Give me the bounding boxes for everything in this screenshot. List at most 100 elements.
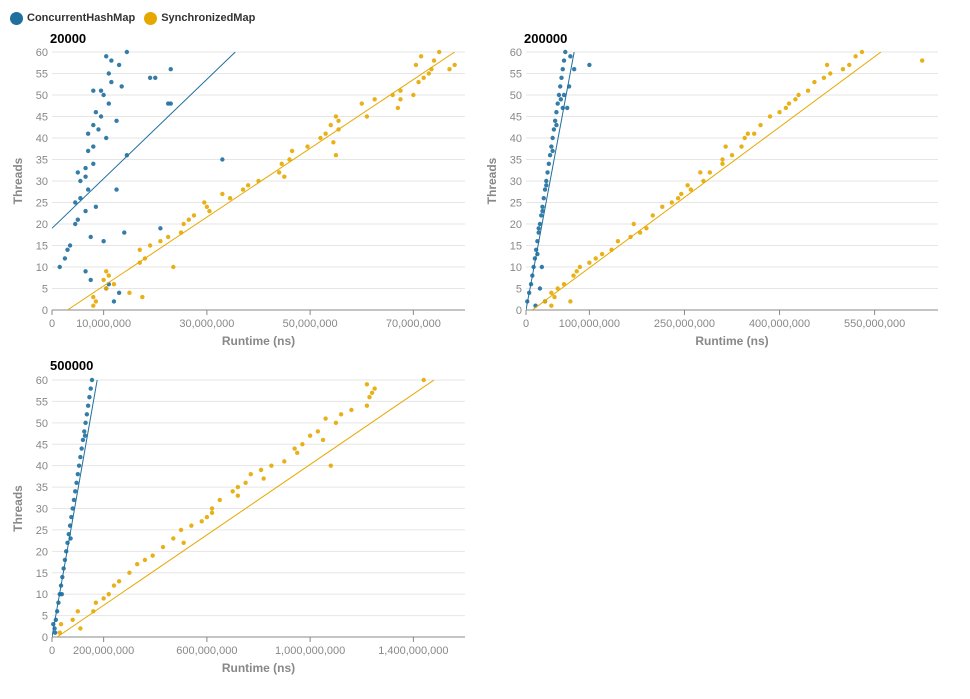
point-synchronizedmap bbox=[421, 75, 426, 81]
y-tick-label: 15 bbox=[510, 241, 522, 253]
point-synchronizedmap bbox=[328, 463, 333, 468]
point-synchronizedmap bbox=[147, 243, 153, 248]
point-synchronizedmap bbox=[395, 105, 401, 111]
point-synchronizedmap bbox=[106, 591, 111, 597]
point-synchronizedmap bbox=[91, 294, 96, 300]
point-synchronizedmap bbox=[91, 303, 96, 308]
legend-label-synchronizedmap: SynchronizedMap bbox=[161, 12, 256, 24]
point-synchronizedmap bbox=[331, 140, 336, 145]
point-synchronizedmap bbox=[165, 234, 171, 240]
point-concurrenthashmap bbox=[535, 251, 540, 257]
point-concurrenthashmap bbox=[541, 196, 546, 201]
point-synchronizedmap bbox=[723, 144, 728, 149]
point-synchronizedmap bbox=[720, 157, 725, 162]
point-concurrenthashmap bbox=[73, 200, 78, 205]
point-synchronizedmap bbox=[137, 247, 142, 252]
y-tick-label: 25 bbox=[36, 198, 48, 210]
point-synchronizedmap bbox=[786, 101, 792, 106]
point-synchronizedmap bbox=[333, 114, 339, 119]
point-synchronizedmap bbox=[796, 92, 801, 98]
point-synchronizedmap bbox=[824, 62, 830, 68]
y-axis-title: Threads bbox=[11, 485, 25, 532]
point-synchronizedmap bbox=[181, 221, 186, 227]
y-tick-label: 55 bbox=[510, 69, 522, 81]
point-concurrenthashmap bbox=[554, 110, 559, 115]
point-concurrenthashmap bbox=[88, 277, 93, 283]
x-tick-label: 400,000,000 bbox=[749, 318, 810, 330]
x-axis-title: Runtime (ns) bbox=[222, 334, 295, 348]
trend-line-synchronizedmap bbox=[532, 52, 882, 310]
point-synchronizedmap bbox=[217, 497, 222, 503]
point-concurrenthashmap bbox=[98, 88, 104, 93]
point-concurrenthashmap bbox=[531, 264, 536, 270]
y-tick-label: 25 bbox=[510, 198, 522, 210]
point-concurrenthashmap bbox=[124, 153, 130, 158]
point-synchronizedmap bbox=[367, 394, 372, 400]
point-synchronizedmap bbox=[739, 144, 744, 149]
point-synchronizedmap bbox=[220, 191, 225, 197]
point-concurrenthashmap bbox=[532, 256, 538, 261]
point-concurrenthashmap bbox=[58, 583, 64, 588]
x-tick-label: 1,400,000,000 bbox=[378, 645, 448, 657]
point-concurrenthashmap bbox=[536, 230, 541, 235]
point-concurrenthashmap bbox=[91, 88, 96, 93]
y-tick-label: 50 bbox=[36, 90, 48, 102]
point-synchronizedmap bbox=[587, 260, 592, 265]
y-tick-label: 35 bbox=[36, 482, 48, 494]
y-tick-label: 45 bbox=[36, 112, 48, 124]
point-concurrenthashmap bbox=[106, 71, 111, 76]
y-tick-label: 0 bbox=[516, 305, 522, 317]
y-tick-label: 35 bbox=[510, 155, 522, 167]
point-synchronizedmap bbox=[91, 609, 96, 614]
y-tick-label: 45 bbox=[36, 439, 48, 451]
chart-title: 200000 bbox=[524, 31, 567, 46]
point-concurrenthashmap bbox=[88, 234, 93, 240]
point-synchronizedmap bbox=[561, 282, 567, 287]
point-synchronizedmap bbox=[783, 105, 789, 111]
point-synchronizedmap bbox=[269, 463, 274, 468]
point-synchronizedmap bbox=[793, 97, 798, 102]
point-concurrenthashmap bbox=[563, 49, 568, 55]
point-concurrenthashmap bbox=[98, 114, 104, 119]
point-concurrenthashmap bbox=[528, 282, 534, 287]
y-tick-label: 35 bbox=[36, 155, 48, 167]
point-synchronizedmap bbox=[279, 161, 284, 166]
legend-item-concurrenthashmap[interactable]: ConcurrentHashMap bbox=[10, 11, 135, 25]
point-synchronizedmap bbox=[555, 286, 560, 291]
point-synchronizedmap bbox=[609, 247, 614, 252]
point-synchronizedmap bbox=[421, 377, 426, 383]
point-synchronizedmap bbox=[398, 97, 403, 102]
point-synchronizedmap bbox=[615, 239, 621, 244]
legend-item-synchronizedmap[interactable]: SynchronizedMap bbox=[144, 11, 256, 25]
point-concurrenthashmap bbox=[83, 269, 88, 274]
point-synchronizedmap bbox=[821, 75, 827, 81]
x-tick-label: 50,000,000 bbox=[283, 318, 338, 330]
point-synchronizedmap bbox=[289, 148, 295, 154]
point-synchronizedmap bbox=[191, 213, 197, 218]
point-concurrenthashmap bbox=[88, 386, 93, 391]
point-synchronizedmap bbox=[338, 412, 344, 417]
point-concurrenthashmap bbox=[73, 489, 78, 494]
point-concurrenthashmap bbox=[111, 299, 117, 304]
point-synchronizedmap bbox=[93, 600, 99, 605]
y-tick-label: 50 bbox=[36, 418, 48, 430]
chart-title: 20000 bbox=[50, 31, 86, 46]
point-concurrenthashmap bbox=[558, 84, 563, 89]
point-concurrenthashmap bbox=[85, 131, 91, 136]
point-synchronizedmap bbox=[411, 92, 416, 98]
point-concurrenthashmap bbox=[539, 213, 544, 218]
y-axis-title: Threads bbox=[11, 157, 25, 204]
point-concurrenthashmap bbox=[61, 566, 66, 571]
point-synchronizedmap bbox=[70, 617, 75, 623]
point-synchronizedmap bbox=[398, 88, 403, 93]
trend-line-synchronizedmap bbox=[56, 380, 435, 637]
point-synchronizedmap bbox=[919, 58, 925, 63]
point-synchronizedmap bbox=[577, 264, 583, 270]
point-concurrenthashmap bbox=[561, 92, 567, 98]
point-concurrenthashmap bbox=[560, 105, 565, 111]
point-synchronizedmap bbox=[101, 596, 106, 601]
point-concurrenthashmap bbox=[79, 446, 84, 451]
point-synchronizedmap bbox=[431, 58, 437, 63]
point-concurrenthashmap bbox=[565, 105, 570, 111]
point-synchronizedmap bbox=[230, 489, 235, 494]
